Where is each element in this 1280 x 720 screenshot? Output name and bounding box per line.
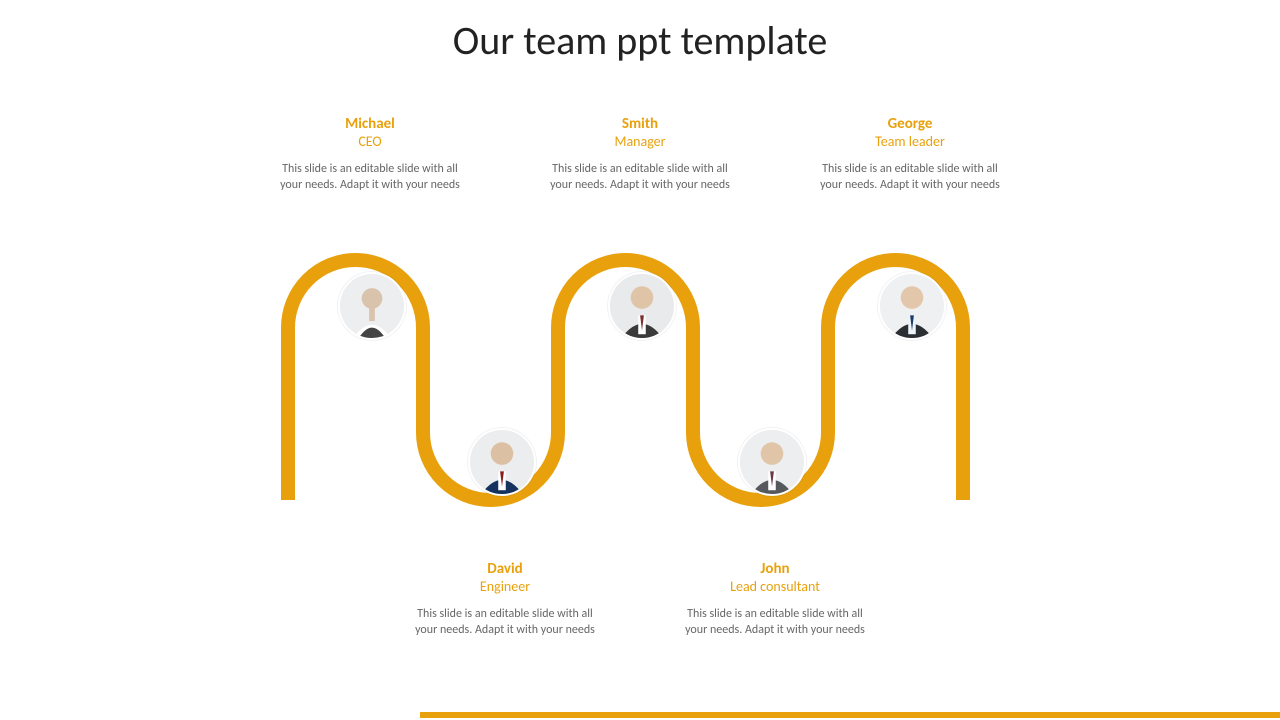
member-name: John [685, 560, 865, 578]
member-desc: This slide is an editable slide with all… [280, 161, 460, 193]
team-wave-path [0, 0, 1280, 720]
member-role: Engineer [415, 579, 595, 596]
member-role: Lead consultant [685, 579, 865, 596]
member-block-george: George Team leader This slide is an edit… [820, 115, 1000, 193]
member-block-david: David Engineer This slide is an editable… [415, 560, 595, 638]
member-role: Team leader [820, 134, 1000, 151]
avatar-michael [338, 272, 406, 340]
member-name: David [415, 560, 595, 578]
member-name: Smith [550, 115, 730, 133]
avatar-george [878, 272, 946, 340]
member-desc: This slide is an editable slide with all… [685, 606, 865, 638]
member-role: CEO [280, 134, 460, 151]
footer-accent-bar [420, 712, 1280, 718]
member-name: Michael [280, 115, 460, 133]
member-desc: This slide is an editable slide with all… [820, 161, 1000, 193]
member-name: George [820, 115, 1000, 133]
member-block-michael: Michael CEO This slide is an editable sl… [280, 115, 460, 193]
member-block-john: John Lead consultant This slide is an ed… [685, 560, 865, 638]
member-block-smith: Smith Manager This slide is an editable … [550, 115, 730, 193]
member-role: Manager [550, 134, 730, 151]
avatar-john [738, 428, 806, 496]
member-desc: This slide is an editable slide with all… [415, 606, 595, 638]
avatar-david [468, 428, 536, 496]
avatar-smith [608, 272, 676, 340]
member-desc: This slide is an editable slide with all… [550, 161, 730, 193]
